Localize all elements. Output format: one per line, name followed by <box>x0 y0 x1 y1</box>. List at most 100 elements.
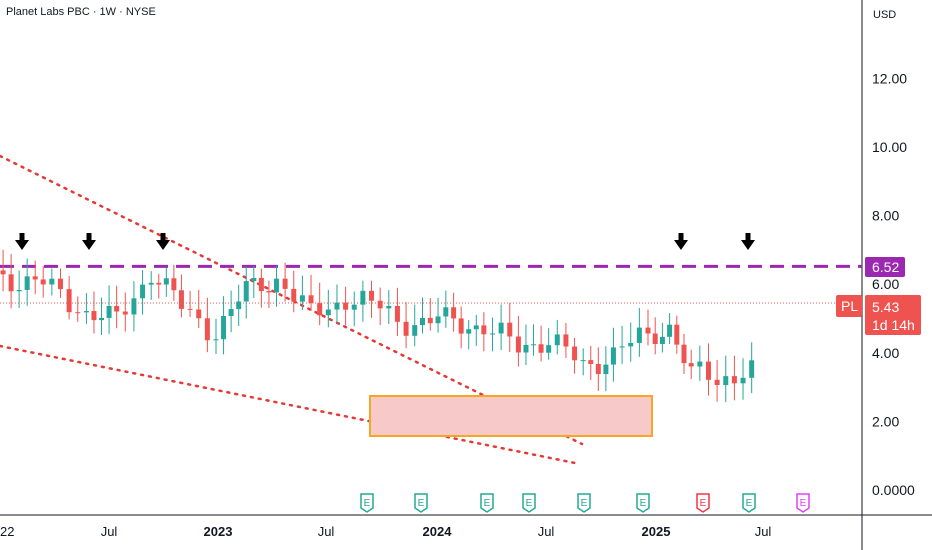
candle-down[interactable] <box>114 306 120 312</box>
candle-up[interactable] <box>163 278 169 285</box>
candle-up[interactable] <box>131 298 137 315</box>
candle-up[interactable] <box>580 360 586 362</box>
candle-up[interactable] <box>49 278 55 285</box>
candle-down[interactable] <box>403 321 409 336</box>
candle-up[interactable] <box>603 364 609 375</box>
candle-down[interactable] <box>57 278 63 290</box>
candle-up[interactable] <box>236 301 242 310</box>
candle-down[interactable] <box>291 288 297 302</box>
candle-up[interactable] <box>697 361 703 367</box>
candle-down[interactable] <box>688 363 694 367</box>
candle-down[interactable] <box>122 311 128 315</box>
time-axis[interactable]: 22 Jul 2023 Jul 2024 Jul 2025 Jul <box>0 524 771 539</box>
candle-down[interactable] <box>515 336 521 353</box>
earnings-marker[interactable]: E <box>414 493 428 513</box>
candle-down[interactable] <box>258 277 264 292</box>
candle-up[interactable] <box>243 281 249 302</box>
candle-up[interactable] <box>546 345 552 353</box>
candle-up[interactable] <box>498 322 504 334</box>
candle-down[interactable] <box>66 289 72 313</box>
earnings-badge[interactable] <box>360 493 374 513</box>
earnings-marker[interactable]: E <box>522 493 536 513</box>
candle-down[interactable] <box>317 303 323 316</box>
candle-down[interactable] <box>178 290 184 309</box>
candle-down[interactable] <box>481 325 487 335</box>
candle-up[interactable] <box>99 317 105 321</box>
candle-up[interactable] <box>659 336 665 344</box>
candle-down[interactable] <box>588 360 594 364</box>
earnings-badge[interactable] <box>480 493 494 513</box>
candle-up[interactable] <box>466 329 472 334</box>
candle-up[interactable] <box>636 327 642 343</box>
candle-down[interactable] <box>171 278 177 291</box>
candle-up[interactable] <box>523 344 529 353</box>
candle-up[interactable] <box>24 276 30 290</box>
candle-up[interactable] <box>148 282 154 285</box>
candle-up[interactable] <box>299 295 305 302</box>
candle-down[interactable] <box>394 305 400 322</box>
earnings-marker[interactable]: E <box>577 493 591 513</box>
candle-up[interactable] <box>443 307 449 317</box>
candle-up[interactable] <box>473 325 479 330</box>
candle-up[interactable] <box>360 290 366 305</box>
candle-up[interactable] <box>140 284 146 299</box>
candle-down[interactable] <box>681 344 687 364</box>
candle-up[interactable] <box>273 278 279 293</box>
candle-up[interactable] <box>723 376 729 386</box>
candle-down[interactable] <box>427 317 433 324</box>
candle-up[interactable] <box>83 311 89 313</box>
candle-down[interactable] <box>652 333 658 344</box>
candle-up[interactable] <box>531 344 537 346</box>
candle-down[interactable] <box>196 309 202 319</box>
candle-down[interactable] <box>40 279 46 285</box>
earnings-marker[interactable]: E <box>636 493 650 513</box>
candle-up[interactable] <box>489 333 495 335</box>
candle-up[interactable] <box>106 306 112 318</box>
plot-area[interactable] <box>0 0 862 515</box>
candle-down[interactable] <box>674 324 680 345</box>
candle-down[interactable] <box>451 307 457 319</box>
candle-down[interactable] <box>156 282 162 285</box>
candle-down[interactable] <box>595 363 601 375</box>
candle-up[interactable] <box>334 302 340 310</box>
earnings-marker[interactable]: E <box>480 493 494 513</box>
earnings-marker[interactable]: E <box>742 493 756 513</box>
candle-down[interactable] <box>645 327 651 334</box>
candle-down[interactable] <box>282 278 288 289</box>
earnings-badge[interactable] <box>577 493 591 513</box>
candle-down[interactable] <box>731 376 737 384</box>
candle-up[interactable] <box>749 360 755 378</box>
candle-down[interactable] <box>0 270 6 275</box>
earnings-badge[interactable] <box>696 493 710 513</box>
earnings-badge[interactable] <box>414 493 428 513</box>
candle-up[interactable] <box>619 346 625 348</box>
symbol-title[interactable]: Planet Labs PBC · 1W · NYSE <box>6 6 156 18</box>
earnings-badge[interactable] <box>522 493 536 513</box>
candle-down[interactable] <box>343 302 349 310</box>
candle-down[interactable] <box>187 308 193 310</box>
candlestick-series[interactable] <box>0 249 755 403</box>
earnings-badge[interactable] <box>796 493 810 513</box>
candle-down[interactable] <box>563 334 569 347</box>
candle-up[interactable] <box>435 316 441 324</box>
earnings-badge[interactable] <box>742 493 756 513</box>
candle-down[interactable] <box>204 318 210 341</box>
candle-up[interactable] <box>228 309 234 317</box>
candle-up[interactable] <box>419 317 425 326</box>
candle-up[interactable] <box>251 277 257 282</box>
earnings-marker[interactable]: E <box>696 493 710 513</box>
candle-down[interactable] <box>538 344 544 353</box>
earnings-marker[interactable]: E <box>796 493 810 513</box>
candle-down[interactable] <box>369 290 375 301</box>
earnings-marker[interactable]: E <box>360 493 374 513</box>
candle-down[interactable] <box>91 311 97 321</box>
candle-down[interactable] <box>308 295 314 304</box>
candle-down[interactable] <box>266 291 272 293</box>
candle-up[interactable] <box>325 309 331 316</box>
candle-up[interactable] <box>221 316 227 340</box>
candle-down[interactable] <box>458 318 464 334</box>
candle-up[interactable] <box>386 305 392 309</box>
candle-up[interactable] <box>213 339 219 341</box>
